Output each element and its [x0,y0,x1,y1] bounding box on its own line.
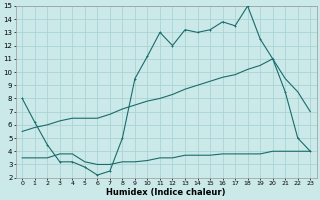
X-axis label: Humidex (Indice chaleur): Humidex (Indice chaleur) [107,188,226,197]
